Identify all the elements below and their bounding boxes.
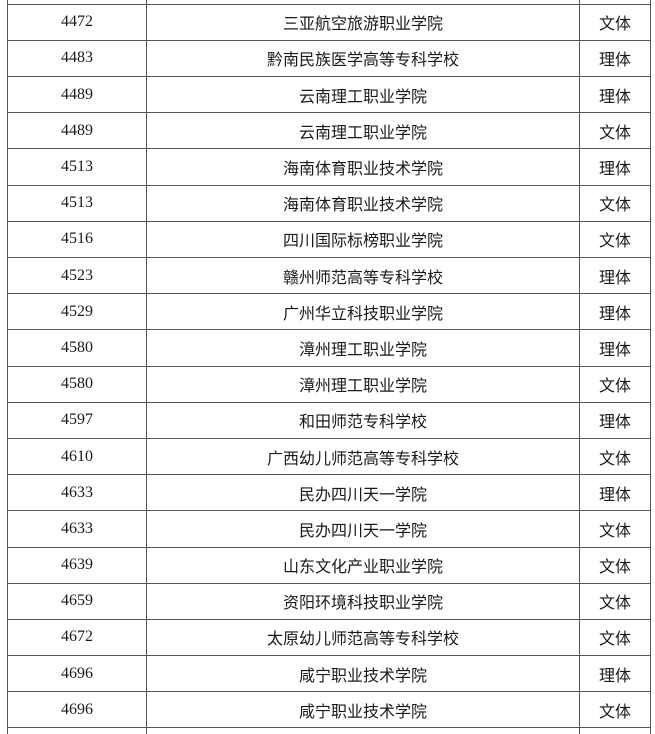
school-code-cell: 4513 bbox=[7, 148, 147, 186]
table-row: 4639 山东文化产业职业学院 文体 bbox=[7, 546, 651, 584]
school-name-cell: 漳州理工职业学院 bbox=[146, 329, 580, 367]
school-code-cell: 4639 bbox=[7, 546, 147, 584]
table-row: 4696 咸宁职业技术学院 文体 bbox=[7, 691, 651, 729]
school-code-cell: 4672 bbox=[7, 618, 147, 657]
category-cell: 理体 bbox=[579, 293, 651, 331]
table-row: 4513 海南体育职业技术学院 文体 bbox=[7, 184, 651, 222]
category-cell: 文体 bbox=[579, 3, 651, 41]
category-cell: 理体 bbox=[579, 148, 651, 186]
school-name-cell: 民办四川天一学院 bbox=[146, 474, 580, 512]
table-row: 4489 云南理工职业学院 理体 bbox=[7, 76, 651, 114]
school-name-cell: 民办四川天一学院 bbox=[146, 510, 580, 548]
table-row: 4696 咸宁职业技术学院 理体 bbox=[7, 655, 651, 693]
admission-table: 4472 三亚航空旅游职业学院 文体 4483 黔南民族医学高等专科学校 理体 4489 云南… bbox=[7, 0, 651, 734]
category-cell: 文体 bbox=[579, 220, 651, 259]
school-name-cell: 赣州师范高等专科学校 bbox=[146, 256, 580, 295]
table-row: 4672 太原幼儿师范高等专科学校 文体 bbox=[7, 618, 651, 657]
category-cell: 理体 bbox=[579, 655, 651, 693]
category-cell: 文体 bbox=[579, 582, 651, 620]
table-row: 4516 四川国际标榜职业学院 文体 bbox=[7, 220, 651, 259]
category-cell: 理体 bbox=[579, 76, 651, 114]
table-row: 4633 民办四川天一学院 理体 bbox=[7, 474, 651, 512]
school-name-cell: 云南理工职业学院 bbox=[146, 112, 580, 150]
school-name-cell: 资阳环境科技职业学院 bbox=[146, 582, 580, 620]
category-cell: 文体 bbox=[579, 365, 651, 403]
table-row: 4523 赣州师范高等专科学校 理体 bbox=[7, 256, 651, 295]
school-code-cell: 4580 bbox=[7, 329, 147, 367]
school-code-cell: 4633 bbox=[7, 474, 147, 512]
school-code-cell: 4597 bbox=[7, 401, 147, 439]
category-cell: 文体 bbox=[579, 510, 651, 548]
school-code-cell: 4523 bbox=[7, 256, 147, 295]
category-cell: 文体 bbox=[579, 546, 651, 584]
school-name-cell: 漳州理工职业学院 bbox=[146, 365, 580, 403]
school-code-cell: 4513 bbox=[7, 184, 147, 222]
category-cell: 理体 bbox=[579, 401, 651, 439]
table-row: 4529 广州华立科技职业学院 理体 bbox=[7, 293, 651, 331]
table-row: 4472 三亚航空旅游职业学院 文体 bbox=[7, 3, 651, 41]
school-name-cell: 山东文化产业职业学院 bbox=[146, 546, 580, 584]
table-row: 4597 和田师范专科学校 理体 bbox=[7, 401, 651, 439]
table-row: 4513 海南体育职业技术学院 理体 bbox=[7, 148, 651, 186]
category-cell: 文体 bbox=[579, 112, 651, 150]
clipped-bottom-row bbox=[7, 727, 651, 734]
school-name-cell: 广西幼儿师范高等专科学校 bbox=[146, 437, 580, 476]
school-code-cell: 4696 bbox=[7, 655, 147, 693]
school-name-cell: 和田师范专科学校 bbox=[146, 401, 580, 439]
table-row: 4610 广西幼儿师范高等专科学校 文体 bbox=[7, 437, 651, 476]
school-name-cell: 海南体育职业技术学院 bbox=[146, 184, 580, 222]
school-cell bbox=[146, 727, 580, 734]
table-row: 4483 黔南民族医学高等专科学校 理体 bbox=[7, 39, 651, 78]
category-cell: 文体 bbox=[579, 691, 651, 729]
table-row: 4633 民办四川天一学院 文体 bbox=[7, 510, 651, 548]
school-code-cell: 4489 bbox=[7, 76, 147, 114]
school-name-cell: 四川国际标榜职业学院 bbox=[146, 220, 580, 259]
school-name-cell: 广州华立科技职业学院 bbox=[146, 293, 580, 331]
school-code-cell: 4696 bbox=[7, 691, 147, 729]
school-code-cell: 4659 bbox=[7, 582, 147, 620]
table-row: 4489 云南理工职业学院 文体 bbox=[7, 112, 651, 150]
code-cell bbox=[7, 727, 147, 734]
school-name-cell: 海南体育职业技术学院 bbox=[146, 148, 580, 186]
school-code-cell: 4472 bbox=[7, 3, 147, 41]
school-code-cell: 4610 bbox=[7, 437, 147, 476]
category-cell: 理体 bbox=[579, 256, 651, 295]
category-cell bbox=[579, 727, 651, 734]
category-cell: 理体 bbox=[579, 39, 651, 78]
category-cell: 理体 bbox=[579, 474, 651, 512]
category-cell: 文体 bbox=[579, 184, 651, 222]
school-name-cell: 三亚航空旅游职业学院 bbox=[146, 3, 580, 41]
table-row: 4659 资阳环境科技职业学院 文体 bbox=[7, 582, 651, 620]
table-row: 4580 漳州理工职业学院 理体 bbox=[7, 329, 651, 367]
school-name-cell: 云南理工职业学院 bbox=[146, 76, 580, 114]
school-name-cell: 黔南民族医学高等专科学校 bbox=[146, 39, 580, 78]
category-cell: 文体 bbox=[579, 437, 651, 476]
school-code-cell: 4633 bbox=[7, 510, 147, 548]
school-name-cell: 太原幼儿师范高等专科学校 bbox=[146, 618, 580, 657]
school-name-cell: 咸宁职业技术学院 bbox=[146, 655, 580, 693]
school-code-cell: 4580 bbox=[7, 365, 147, 403]
school-name-cell: 咸宁职业技术学院 bbox=[146, 691, 580, 729]
table-body: 4472 三亚航空旅游职业学院 文体 4483 黔南民族医学高等专科学校 理体 4489 云南… bbox=[7, 0, 651, 734]
school-code-cell: 4516 bbox=[7, 220, 147, 259]
school-code-cell: 4489 bbox=[7, 112, 147, 150]
category-cell: 理体 bbox=[579, 329, 651, 367]
table-row: 4580 漳州理工职业学院 文体 bbox=[7, 365, 651, 403]
school-code-cell: 4483 bbox=[7, 39, 147, 78]
category-cell: 文体 bbox=[579, 618, 651, 657]
school-code-cell: 4529 bbox=[7, 293, 147, 331]
